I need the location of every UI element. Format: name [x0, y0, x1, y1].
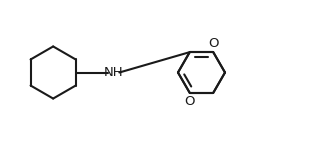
Text: O: O — [184, 95, 195, 108]
Text: NH: NH — [104, 66, 123, 79]
Text: O: O — [208, 37, 218, 50]
